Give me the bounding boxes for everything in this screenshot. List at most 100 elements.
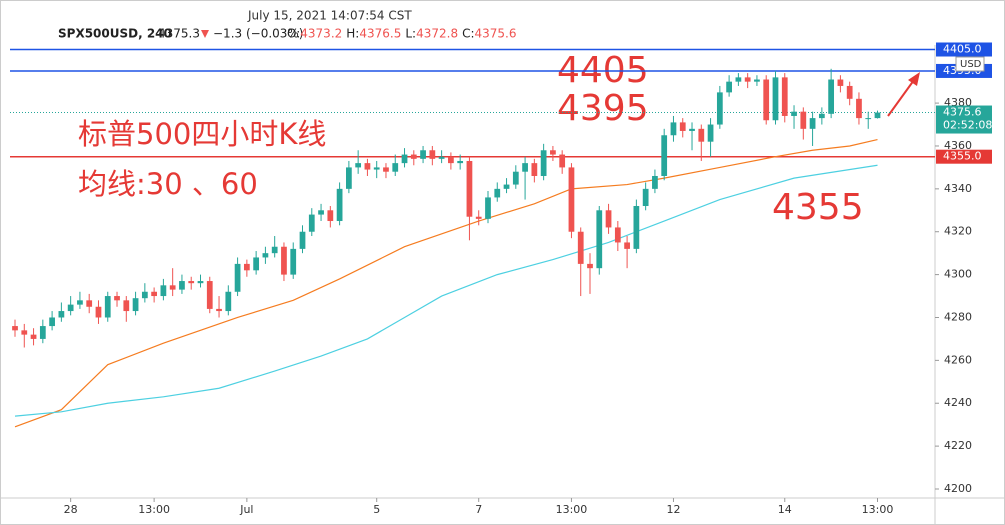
- candle-body: [494, 188, 501, 198]
- countdown: 02:52:08: [943, 119, 992, 132]
- candle-body: [781, 77, 788, 116]
- currency-box: [955, 56, 985, 72]
- candle-body: [373, 167, 380, 170]
- candle-body: [605, 210, 612, 228]
- candle-body: [550, 150, 556, 155]
- price-tag: [936, 42, 992, 57]
- price-tag: [936, 149, 992, 164]
- candle-body: [206, 281, 213, 309]
- candle-body: [522, 163, 528, 172]
- candle-body: [327, 210, 334, 222]
- x-tick-label: 14: [778, 503, 792, 516]
- y-tick-label: 4200: [944, 482, 972, 495]
- change: −1.3 (−0.03%): [213, 27, 304, 41]
- candle-body: [614, 227, 621, 243]
- candle-body: [596, 210, 603, 269]
- arrow-head: [908, 72, 920, 86]
- candle-body: [141, 291, 148, 299]
- candle-body: [429, 150, 436, 159]
- x-tick-label: 12: [666, 503, 680, 516]
- candle-body: [392, 163, 399, 172]
- candle-body: [383, 167, 389, 172]
- price-tag: [936, 105, 992, 134]
- candle-body: [438, 156, 445, 159]
- candle-body: [846, 85, 853, 99]
- x-tick-label: Jul: [239, 503, 253, 516]
- candle-body: [318, 210, 324, 215]
- candle-body: [188, 281, 195, 284]
- candle-body: [754, 79, 760, 82]
- ohlc-value: 4375.6: [475, 27, 517, 41]
- candle-body: [744, 77, 751, 82]
- candle-body: [420, 150, 426, 159]
- x-tick-label: 5: [373, 503, 380, 516]
- y-tick-label: 4360: [944, 139, 972, 152]
- moving-average: [14, 164, 878, 417]
- candle-body: [698, 128, 705, 142]
- symbol: SPX500USD, 240: [58, 27, 172, 41]
- price-tag-label: 4355.0: [943, 150, 982, 163]
- candle-body: [308, 214, 315, 232]
- ohlc-label: H:: [346, 27, 359, 41]
- timestamp: July 15, 2021 14:07:54 CST: [247, 9, 412, 23]
- x-tick-label: 13:00: [556, 503, 588, 516]
- candle-body: [234, 263, 241, 292]
- candle-body: [336, 188, 343, 222]
- candle-body: [253, 257, 260, 271]
- ohlc-label: L:: [405, 27, 416, 41]
- annotation: 均线:30 、60: [78, 167, 258, 201]
- candle-body: [132, 298, 139, 312]
- candle-body: [281, 246, 287, 275]
- annotation: 4355: [772, 187, 864, 228]
- candle-body: [104, 296, 111, 318]
- y-tick-label: 4320: [944, 225, 972, 238]
- candle-body: [652, 175, 658, 189]
- down-triangle: [201, 30, 209, 38]
- ohlc-value: 4376.5: [359, 27, 401, 41]
- candle-body: [716, 92, 723, 125]
- candle-body: [633, 206, 640, 249]
- y-tick-label: 4240: [944, 396, 972, 409]
- candle-body: [689, 128, 695, 131]
- candle-body: [448, 156, 454, 164]
- candle-body: [401, 154, 408, 164]
- candle-body: [503, 184, 510, 189]
- candle-body: [540, 150, 547, 176]
- annotation: 4395: [557, 88, 649, 129]
- candle-body: [735, 77, 742, 82]
- moving-average: [14, 138, 878, 428]
- candle-body: [12, 326, 18, 331]
- candle-body: [856, 98, 862, 119]
- ohlc-value: 4373.2: [300, 27, 342, 41]
- currency: USD: [960, 59, 982, 70]
- candle-body: [772, 77, 779, 121]
- candle-body: [123, 300, 130, 312]
- candle-body: [355, 163, 362, 168]
- candle-body: [809, 118, 816, 129]
- y-tick-label: 4220: [944, 439, 972, 452]
- last-price: 4375.3: [158, 27, 200, 41]
- candle-body: [39, 326, 46, 339]
- candle-body: [818, 113, 825, 119]
- candle-body: [707, 124, 714, 142]
- candle-body: [216, 308, 222, 312]
- candle-body: [865, 118, 872, 120]
- x-tick-label: 13:00: [862, 503, 894, 516]
- candle-body: [262, 253, 269, 258]
- candle-body: [670, 122, 677, 136]
- candle-body: [67, 304, 74, 312]
- candle-body: [624, 242, 630, 249]
- candle-body: [485, 197, 491, 219]
- candle-body: [49, 317, 55, 327]
- candle-body: [169, 285, 176, 290]
- candle-body: [151, 291, 157, 297]
- candle-body: [800, 111, 807, 129]
- candle-body: [679, 122, 686, 131]
- candle-body: [466, 160, 473, 217]
- candle-body: [661, 135, 668, 176]
- candle-body: [290, 248, 297, 275]
- candle-body: [577, 231, 584, 264]
- candle-body: [179, 281, 185, 290]
- y-tick-label: 4300: [944, 268, 972, 281]
